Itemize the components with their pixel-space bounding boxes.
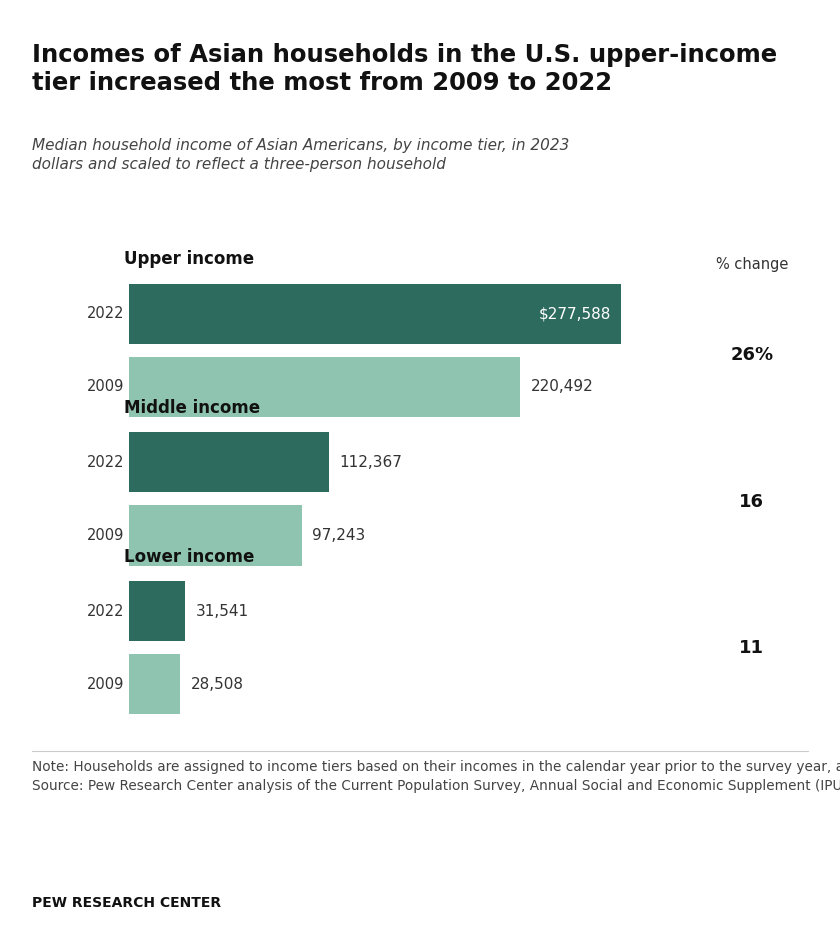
- Bar: [129, 581, 186, 641]
- Text: PEW RESEARCH CENTER: PEW RESEARCH CENTER: [32, 896, 221, 910]
- Text: 2022: 2022: [87, 306, 124, 321]
- Text: $277,588: $277,588: [538, 306, 611, 321]
- Text: 31,541: 31,541: [196, 603, 249, 618]
- Bar: [129, 432, 328, 492]
- Bar: [129, 356, 520, 417]
- Text: 112,367: 112,367: [339, 455, 402, 470]
- Text: 2022: 2022: [87, 603, 124, 618]
- Text: 2009: 2009: [87, 676, 124, 692]
- Text: Median household income of Asian Americans, by income tier, in 2023
dollars and : Median household income of Asian America…: [32, 138, 570, 172]
- Text: 97,243: 97,243: [312, 528, 365, 543]
- Bar: [129, 283, 622, 344]
- Text: 2009: 2009: [87, 528, 124, 543]
- Text: Lower income: Lower income: [124, 547, 255, 565]
- Text: 2022: 2022: [87, 455, 124, 470]
- Text: 11: 11: [739, 639, 764, 657]
- Bar: [129, 655, 180, 714]
- Text: 16: 16: [739, 492, 764, 510]
- Text: Incomes of Asian households in the U.S. upper-income
tier increased the most fro: Incomes of Asian households in the U.S. …: [32, 43, 777, 96]
- Text: 28,508: 28,508: [191, 676, 244, 692]
- Text: Upper income: Upper income: [124, 250, 255, 268]
- Text: Middle income: Middle income: [124, 399, 260, 417]
- Text: 2009: 2009: [87, 379, 124, 394]
- Bar: [129, 505, 302, 565]
- Text: % change: % change: [716, 256, 788, 272]
- Text: 220,492: 220,492: [531, 379, 594, 394]
- Text: 26%: 26%: [730, 346, 774, 364]
- Text: Note: Households are assigned to income tiers based on their incomes in the cale: Note: Households are assigned to income …: [32, 760, 840, 793]
